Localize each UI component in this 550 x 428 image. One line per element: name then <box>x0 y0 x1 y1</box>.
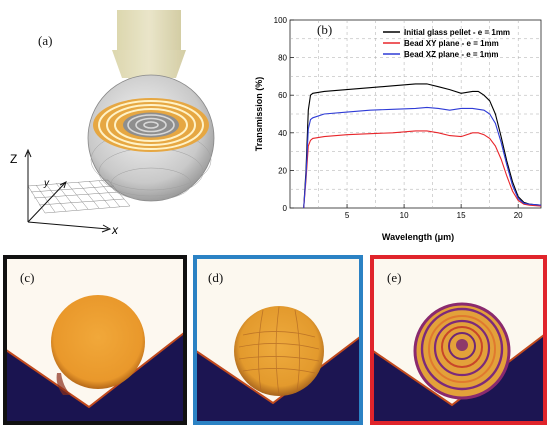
panel-c-label: (c) <box>20 270 34 285</box>
x-tick-label: 10 <box>400 211 409 220</box>
legend-entry-3: Bead XZ plane - e = 1mm <box>404 50 498 59</box>
panel-b-transmission-chart: 5 10 15 20 0 20 40 60 80 100 Initial glass pelle… <box>254 16 542 242</box>
glass-bead-with-rings <box>413 302 511 400</box>
x-axis-ticks: 5 10 15 20 <box>345 204 523 220</box>
series-lines <box>303 83 542 209</box>
glass-bead <box>51 295 145 389</box>
y-tick-label: 80 <box>278 54 287 63</box>
z-axis-label: Z <box>10 152 17 166</box>
series-line-2 <box>303 130 542 209</box>
x-tick-label: 15 <box>457 211 466 220</box>
gridlines <box>290 20 541 208</box>
panel-c-bead-photo: (c) <box>3 255 187 425</box>
y-axis-label: y <box>43 178 50 189</box>
panel-e-label: (e) <box>387 270 401 285</box>
x-axis-label: x <box>111 223 119 237</box>
panel-d-bead-photo: (d) <box>193 255 363 425</box>
x-tick-label: 5 <box>345 211 350 220</box>
printed-layer-rings <box>93 98 209 152</box>
y-tick-label: 20 <box>278 166 287 175</box>
legend-entry-2: Bead XY plane - e = 1mm <box>404 39 499 48</box>
y-tick-label: 40 <box>278 129 287 138</box>
x-axis-title: Wavelength (μm) <box>382 232 454 242</box>
build-plate-grid <box>27 179 131 214</box>
x-tick-label: 20 <box>514 211 523 220</box>
series-line-3 <box>303 106 542 209</box>
v-groove-substrate <box>6 333 184 422</box>
xyz-axes <box>24 148 112 233</box>
v-groove-substrate <box>196 337 360 422</box>
legend-entry-1: Initial glass pellet - e = 1mm <box>404 28 510 37</box>
y-tick-label: 0 <box>283 204 288 213</box>
panel-b-label: (b) <box>317 22 332 37</box>
panel-c-border <box>3 255 187 425</box>
y-tick-label: 100 <box>274 16 288 25</box>
y-axis-ticks: 0 20 40 60 80 100 <box>274 16 294 213</box>
y-axis-title: Transmission (%) <box>254 77 264 152</box>
panel-a-3d-bead-illustration: Z y x (a) <box>10 10 215 237</box>
v-groove-substrate <box>373 335 544 422</box>
panel-e-border <box>370 255 547 425</box>
panel-d-label: (d) <box>208 270 223 285</box>
series-line-1 <box>303 83 542 209</box>
glass-bead <box>234 306 324 396</box>
legend: Initial glass pellet - e = 1mm Bead XY pl… <box>383 28 510 59</box>
plot-area <box>289 19 542 209</box>
panel-e-bead-photo: (e) <box>370 255 547 425</box>
y-tick-label: 60 <box>278 91 287 100</box>
panel-a-label: (a) <box>38 33 52 48</box>
panel-d-border <box>193 255 363 425</box>
